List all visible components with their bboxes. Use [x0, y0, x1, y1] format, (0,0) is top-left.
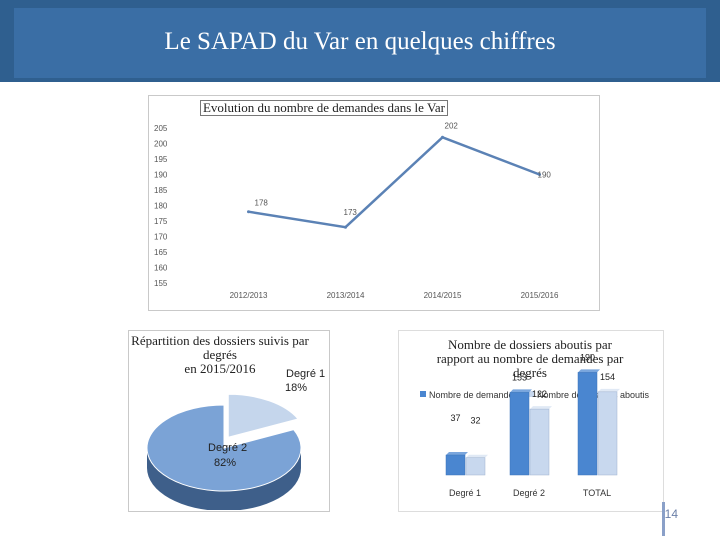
page-number: 14 — [664, 507, 678, 521]
header-bar — [0, 0, 720, 82]
bar-2-1 — [597, 391, 618, 476]
bar-data-label-2-1: 154 — [600, 372, 615, 382]
line-point-1 — [344, 225, 347, 229]
bar-top-0-0 — [446, 452, 468, 456]
bar-title-line-1: Nombre de dossiers aboutis par — [448, 337, 612, 352]
bar-data-label-1-1: 122 — [532, 389, 547, 399]
bar-0-1 — [465, 457, 486, 476]
line-data-label-1: 173 — [344, 208, 358, 217]
pie-slice-degre-1 — [227, 393, 299, 438]
bar-title-line-3: degrés — [513, 365, 547, 380]
header-panel — [14, 8, 706, 78]
y-tick-label-8: 165 — [154, 248, 168, 257]
pie-title-line-2: degrés — [203, 347, 237, 362]
bar-data-label-0-1: 32 — [470, 416, 480, 426]
x-tick-label-2: 2014/2015 — [424, 291, 462, 300]
bar-1-0 — [509, 392, 530, 476]
bar-top-0-1 — [466, 454, 488, 458]
line-chart-panel — [148, 95, 600, 311]
legend-label-0: Nombre de demandes — [429, 390, 519, 400]
line-data-label-3: 190 — [538, 171, 552, 180]
y-tick-label-7: 170 — [154, 233, 168, 242]
bar-data-label-0-0: 37 — [450, 413, 460, 423]
y-tick-label-9: 160 — [154, 264, 168, 273]
y-tick-label-10: 155 — [154, 279, 168, 288]
pie-title-line-3: en 2015/2016 — [184, 361, 256, 376]
bar-data-label-2-0: 190 — [580, 352, 595, 362]
pie-value-degre-1: 18% — [285, 382, 307, 394]
bar-data-label-1-0: 153 — [512, 372, 527, 382]
x-tick-label-1: 2013/2014 — [327, 291, 365, 300]
line-series — [248, 135, 540, 229]
pie-title-line-1: Répartition des dossiers suivis par — [131, 333, 309, 348]
pie-chart-title: Répartition des dossiers suivis par degr… — [130, 334, 310, 376]
y-tick-label-5: 180 — [154, 202, 168, 211]
legend-swatch-0 — [420, 391, 426, 397]
pie-label-degre-1: Degré 1 — [286, 368, 325, 380]
line-chart: 205 200 195 190 185 180 175 170 165 160 155 2012/20… — [154, 121, 559, 300]
y-tick-label-1: 200 — [154, 140, 168, 149]
line-data-label-0: 178 — [255, 199, 269, 208]
bar-0-0 — [445, 454, 466, 476]
x-tick-label-3: 2015/2016 — [521, 291, 559, 300]
line-data-label-2: 202 — [445, 121, 459, 130]
x-category-label-2: TOTAL — [583, 488, 611, 498]
y-tick-label-3: 190 — [154, 171, 168, 180]
bar-top-2-0 — [578, 369, 600, 373]
bar-top-2-1 — [598, 388, 620, 392]
bar-1-1 — [529, 408, 550, 476]
x-category-label-0: Degré 1 — [449, 488, 481, 498]
pie-side-wall — [147, 448, 301, 510]
bar-top-1-1 — [530, 406, 552, 410]
line-point-2 — [441, 135, 444, 139]
legend-swatch-1 — [528, 391, 534, 397]
line-point-3 — [538, 173, 541, 176]
page-title: Le SAPAD du Var en quelques chiffres — [164, 28, 556, 55]
bar-chart-title: Nombre de dossiers aboutis par rapport a… — [430, 338, 630, 380]
bar-top-1-0 — [510, 389, 532, 393]
y-tick-label-0: 205 — [154, 124, 168, 133]
x-category-label-1: Degré 2 — [513, 488, 545, 498]
pie-value-degre-2: 82% — [214, 457, 236, 469]
pie-label-degre-2: Degré 2 — [208, 442, 247, 454]
page-number-bar — [662, 502, 665, 536]
x-tick-label-0: 2012/2013 — [230, 291, 268, 300]
line-point-0 — [247, 210, 250, 214]
bar-2-0 — [577, 372, 598, 476]
y-tick-label-4: 185 — [154, 186, 168, 195]
line-chart-title: Evolution du nombre de demandes dans le … — [200, 100, 448, 116]
pie-chart: Degré 1 18% Degré 2 82% — [146, 368, 325, 510]
bar-title-line-2: rapport au nombre de demandes par — [436, 351, 624, 366]
y-tick-label-6: 175 — [154, 217, 168, 226]
y-tick-label-2: 195 — [154, 155, 168, 164]
pie-slice-degre-2 — [146, 404, 302, 492]
